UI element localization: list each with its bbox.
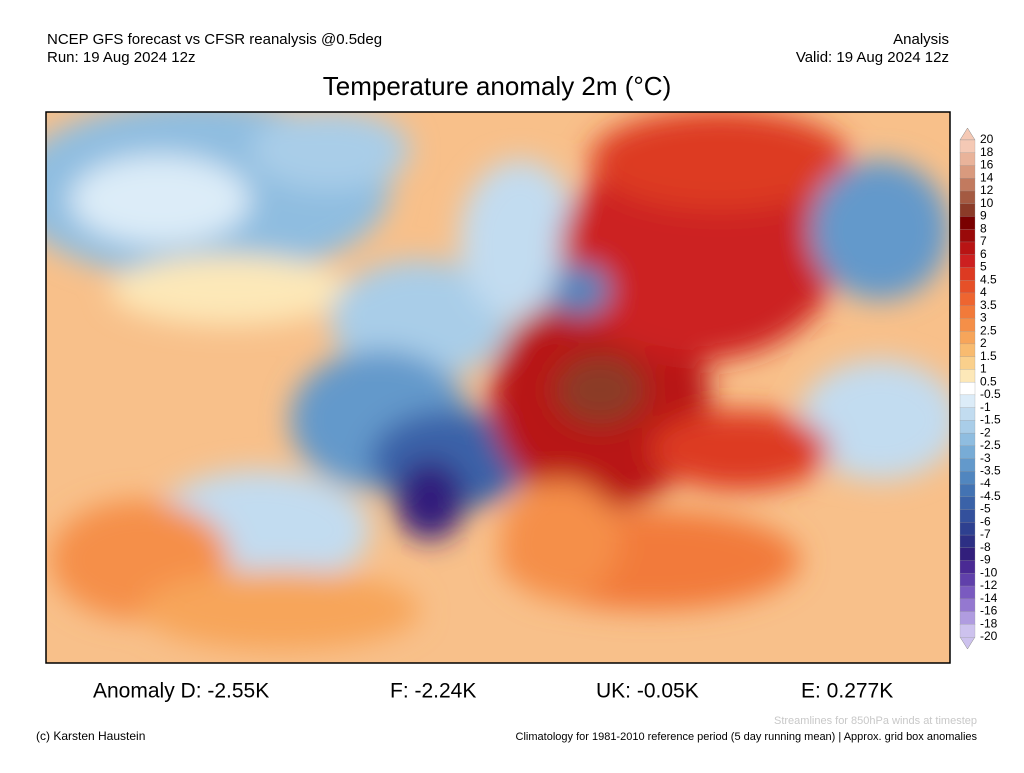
colorbar-label: 8 [980,221,987,235]
colorbar-bin [959,483,976,498]
colorbar-bin [959,585,976,600]
colorbar-bin [959,471,976,485]
colorbar-bin [959,216,976,230]
colorbar-bin [959,560,976,574]
colorbar-label: 1 [980,362,987,376]
colorbar-label: 14 [980,170,994,184]
colorbar-label: 5 [980,260,987,274]
colorbar-label: -3 [980,451,991,465]
colorbar-bin [959,139,976,154]
stat: Anomaly D: -2.55K [93,680,269,703]
colorbar-label: -2 [980,425,991,439]
stat: E: 0.277K [801,680,893,703]
colorbar-label: -1.5 [980,413,1001,427]
colorbar-bin [959,292,976,307]
colorbar-label: -12 [980,578,998,592]
colorbar-label: 4.5 [980,272,997,286]
colorbar-bin [959,369,976,383]
colorbar-label: -4.5 [980,489,1001,503]
colorbar-bin [959,547,976,561]
stat: F: -2.24K [390,680,476,703]
colorbar-bin [959,509,976,523]
colorbar-bin [959,420,976,434]
colorbar-label: -4 [980,476,991,490]
colorbar-bin [959,152,976,166]
colorbar-label: 7 [980,234,987,248]
header-line: Run: 19 Aug 2024 12z [47,49,195,66]
colorbar-label: -2.5 [980,438,1001,452]
colorbar: 201816141210987654.543.532.521.510.5-0.5… [959,127,1001,650]
streamline-note: Streamlines for 850hPa winds at timestep [774,715,977,727]
colorbar-bin [959,343,976,358]
colorbar-label: -6 [980,514,991,528]
colorbar-bin [959,229,976,243]
colorbar-label: -20 [980,629,998,643]
map-title: Temperature anomaly 2m (°C) [323,71,672,101]
colorbar-bin [959,598,976,612]
colorbar-bin [959,267,976,281]
colorbar-label: -7 [980,527,991,541]
colorbar-label: -14 [980,591,998,605]
colorbar-label: 18 [980,145,994,159]
colorbar-bin [959,305,976,319]
colorbar-label: 6 [980,247,987,261]
colorbar-label: -0.5 [980,387,1001,401]
colorbar-label: 2 [980,336,987,350]
colorbar-bin [959,381,976,396]
colorbar-bin [959,611,976,625]
colorbar-bin [959,432,976,447]
colorbar-bin [959,203,976,217]
colorbar-bin [959,254,976,268]
colorbar-label: 12 [980,183,994,197]
colorbar-bin [959,178,976,192]
colorbar-label: 2.5 [980,323,997,337]
colorbar-bin [959,165,976,179]
climatology-note: Climatology for 1981-2010 reference peri… [516,731,978,743]
colorbar-bin [959,356,976,370]
colorbar-label: -8 [980,540,991,554]
colorbar-bin [959,522,976,536]
colorbar-end [959,127,976,141]
colorbar-bin [959,445,976,460]
colorbar-bin [959,394,976,409]
colorbar-bin [959,190,976,205]
anomaly-map [46,112,950,663]
colorbar-label: -3.5 [980,464,1001,478]
colorbar-label: -16 [980,604,998,618]
colorbar-label: 4 [980,285,987,299]
colorbar-label: 3.5 [980,298,997,312]
header-line: Analysis [893,31,949,48]
colorbar-label: 0.5 [980,374,997,388]
colorbar-bin [959,241,976,256]
map-frame [45,111,951,664]
colorbar-label: -10 [980,565,998,579]
colorbar-end [959,636,976,650]
header-line: NCEP GFS forecast vs CFSR reanalysis @0.… [47,31,382,48]
colorbar-bin [959,331,976,345]
colorbar-bin [959,534,976,549]
colorbar-bin [959,318,976,332]
stat: UK: -0.05K [596,680,699,703]
colorbar-label: 10 [980,196,994,210]
colorbar-bin [959,458,976,472]
colorbar-bin [959,496,976,511]
colorbar-label: -1 [980,400,991,414]
colorbar-label: -5 [980,502,991,516]
colorbar-label: 20 [980,132,994,146]
colorbar-label: 16 [980,158,994,172]
header-line: Valid: 19 Aug 2024 12z [796,49,949,66]
colorbar-label: 3 [980,311,987,325]
colorbar-bin [959,280,976,294]
colorbar-label: -18 [980,616,998,630]
colorbar-bin [959,624,976,638]
colorbar-bin [959,573,976,587]
colorbar-label: 1.5 [980,349,997,363]
colorbar-bin [959,407,976,421]
colorbar-label: 9 [980,209,987,223]
colorbar-label: -9 [980,553,991,567]
credit: (c) Karsten Haustein [36,729,145,743]
